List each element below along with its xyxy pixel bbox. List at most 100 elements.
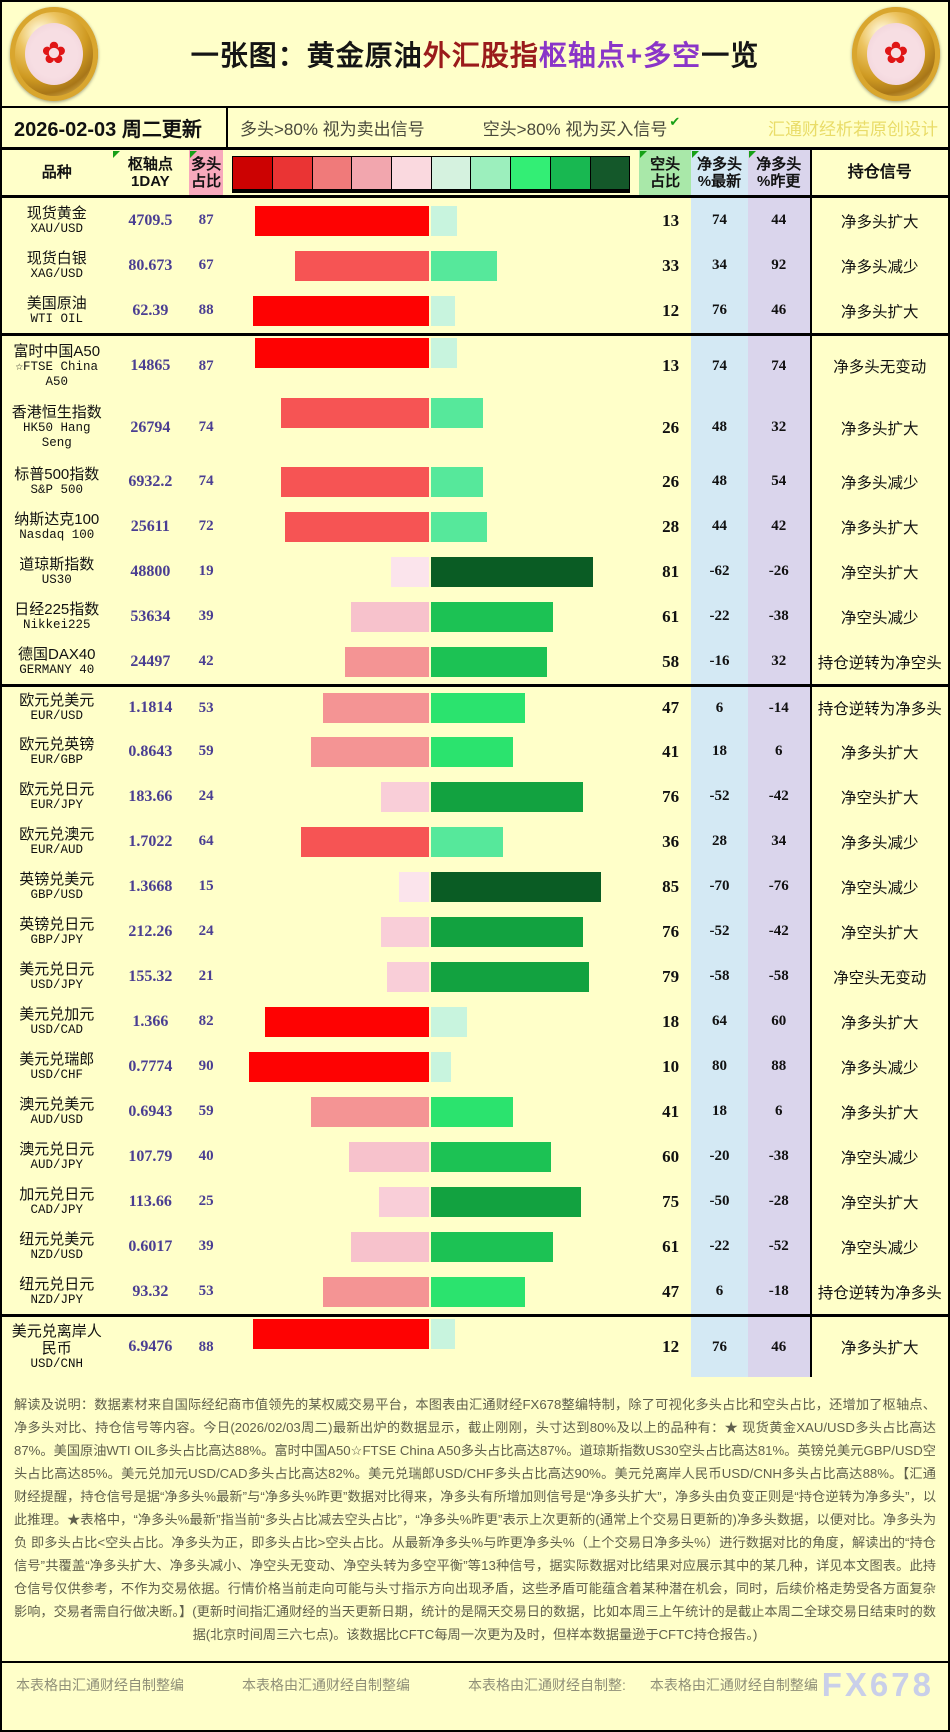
update-date: 2026-02-03 周二更新 — [2, 108, 228, 147]
short-pct-value: 26 — [662, 417, 680, 437]
position-signal: 净多头扩大 — [809, 1317, 948, 1377]
instrument-name: 加元兑日元 CAD/JPY — [2, 1179, 112, 1224]
short-bar — [431, 295, 456, 326]
instrument-name: 现货黄金 XAU/USD — [2, 198, 112, 243]
net-long-prev-value: 46 — [747, 1317, 810, 1377]
net-long-prev-value: 32 — [747, 396, 810, 459]
long-bar — [351, 601, 430, 632]
instrument-name-en: WTI OIL — [30, 311, 84, 326]
long-pct-value: 24 — [198, 788, 214, 804]
pivot-value: 14865 — [130, 357, 171, 374]
table-row: 加元兑日元 CAD/JPY 113.66 25 75 -50 -28 净空头扩大 — [2, 1179, 948, 1224]
pivot-value: 1.3668 — [128, 877, 173, 895]
instrument-name-en: USD/CAD — [30, 1022, 84, 1037]
long-bar — [399, 871, 430, 902]
instrument-name: 纳斯达克100 Nasdaq 100 — [2, 504, 112, 549]
short-pct-value: 81 — [662, 561, 680, 581]
short-bar — [431, 1276, 526, 1307]
instrument-name: 道琼斯指数 US30 — [2, 549, 112, 594]
pivot-value: 93.32 — [132, 1282, 169, 1300]
flower-icon: ✿ — [867, 23, 925, 85]
fx678-watermark: FX678 — [821, 1666, 934, 1703]
explanation-notes: 解读及说明：数据素材来自国际经纪商市值领先的某权威交易平台，本图表由汇通财经FX… — [2, 1377, 948, 1663]
long-pct-value: 72 — [198, 518, 214, 534]
table-row: 纽元兑美元 NZD/USD 0.6017 39 61 -22 -52 净空头减少 — [2, 1224, 948, 1269]
short-pct-value: 12 — [662, 1337, 680, 1356]
long-bar — [255, 205, 430, 236]
pivot-value: 80.673 — [128, 256, 173, 274]
legend-swatch — [431, 157, 472, 189]
title-banner: ✿ 一张图：黄金原油外汇股指枢轴点+多空一览 ✿ — [2, 2, 948, 108]
table-row: 欧元兑日元 EUR/JPY 183.66 24 76 -52 -42 净空头扩大 — [2, 774, 948, 819]
pivot-value: 0.6017 — [128, 1237, 173, 1255]
pivot-value: 1.366 — [132, 1012, 169, 1030]
short-bar — [431, 736, 514, 767]
table-row: 欧元兑澳元 EUR/AUD 1.7022 64 36 28 34 净多头减少 — [2, 819, 948, 864]
long-pct-value: 82 — [198, 1013, 214, 1029]
net-long-prev-value: 92 — [747, 243, 810, 288]
net-long-latest-value: -52 — [691, 774, 748, 819]
position-signal: 净空头扩大 — [809, 549, 948, 594]
net-long-prev-value: 6 — [747, 729, 810, 774]
net-long-prev-value: 88 — [747, 1044, 810, 1089]
instrument-name: 欧元兑澳元 EUR/AUD — [2, 819, 112, 864]
short-bar — [431, 1141, 552, 1172]
net-long-prev-value: -18 — [747, 1269, 810, 1314]
net-long-prev-value: -28 — [747, 1179, 810, 1224]
long-pct-value: 53 — [198, 699, 214, 716]
long-pct-value: 59 — [198, 1103, 214, 1119]
instrument-name-en: GBP/JPY — [30, 932, 84, 947]
instrument-name: 美元兑加元 USD/CAD — [2, 999, 112, 1044]
col-header-instrument: 品种 — [2, 150, 112, 195]
col-header-net-latest: 净多头 %最新 — [691, 150, 748, 195]
pivot-value: 53634 — [130, 607, 171, 625]
legend-swatch — [391, 157, 432, 189]
table-row: 美元兑日元 USD/JPY 155.32 21 79 -58 -58 净空头无变动 — [2, 954, 948, 999]
long-pct-value: 74 — [198, 419, 214, 435]
long-bar — [253, 1319, 430, 1349]
long-bar — [253, 295, 430, 326]
color-scale-legend — [232, 156, 631, 193]
position-bar — [223, 549, 639, 594]
short-pct-value: 47 — [662, 1281, 680, 1301]
instrument-name: 英镑兑日元 GBP/JPY — [2, 909, 112, 954]
pivot-value: 24497 — [130, 652, 171, 670]
check-icon: ✔ — [669, 113, 681, 129]
position-bar — [223, 639, 639, 684]
table-row: 道琼斯指数 US30 48800 19 81 -62 -26 净空头扩大 — [2, 549, 948, 594]
instrument-name-cn: 现货白银 — [26, 249, 87, 267]
short-bar — [431, 1051, 452, 1082]
instrument-name-en: GERMANY 40 — [19, 662, 95, 677]
col-label: 占比 — [650, 172, 681, 190]
long-pct-value: 88 — [198, 302, 214, 318]
net-long-latest-value: 34 — [691, 243, 748, 288]
instrument-name: 日经225指数 Nikkei225 — [2, 594, 112, 639]
legend-swatch — [471, 157, 512, 189]
long-pct-value: 42 — [198, 653, 214, 669]
long-pct-value: 19 — [198, 563, 214, 579]
short-bar — [431, 338, 458, 368]
pivot-value: 4709.5 — [128, 211, 173, 229]
instrument-name-en: Nikkei225 — [23, 617, 91, 632]
net-long-prev-value: 74 — [747, 336, 810, 396]
short-bar — [431, 693, 526, 723]
pivot-value: 0.6943 — [128, 1102, 173, 1120]
pivot-value: 1.7022 — [128, 832, 173, 850]
position-signal: 净多头扩大 — [809, 198, 948, 243]
net-long-prev-value: -76 — [747, 864, 810, 909]
position-bar — [223, 594, 639, 639]
net-long-prev-value: -58 — [747, 954, 810, 999]
position-bar — [223, 1179, 639, 1224]
position-signal: 持仓逆转为净多头 — [809, 1269, 948, 1314]
instrument-name: 欧元兑英镑 EUR/GBP — [2, 729, 112, 774]
brand-credit: 汇通财经析若原创设计 — [768, 120, 938, 139]
long-pct-value: 67 — [198, 257, 214, 273]
position-signal: 净多头扩大 — [809, 999, 948, 1044]
instrument-name-en: USD/CHF — [30, 1067, 84, 1082]
table-header: 品种 枢轴点 1DAY 多头 占比 空头 占比 净多头 %最新 净多头 %昨更 … — [2, 150, 948, 198]
position-signal: 净空头扩大 — [809, 909, 948, 954]
net-long-prev-value: 54 — [747, 459, 810, 504]
short-pct-value: 41 — [662, 1101, 680, 1121]
instrument-name-cn: 澳元兑日元 — [19, 1140, 95, 1158]
table-row: 英镑兑美元 GBP/USD 1.3668 15 85 -70 -76 净空头减少 — [2, 864, 948, 909]
